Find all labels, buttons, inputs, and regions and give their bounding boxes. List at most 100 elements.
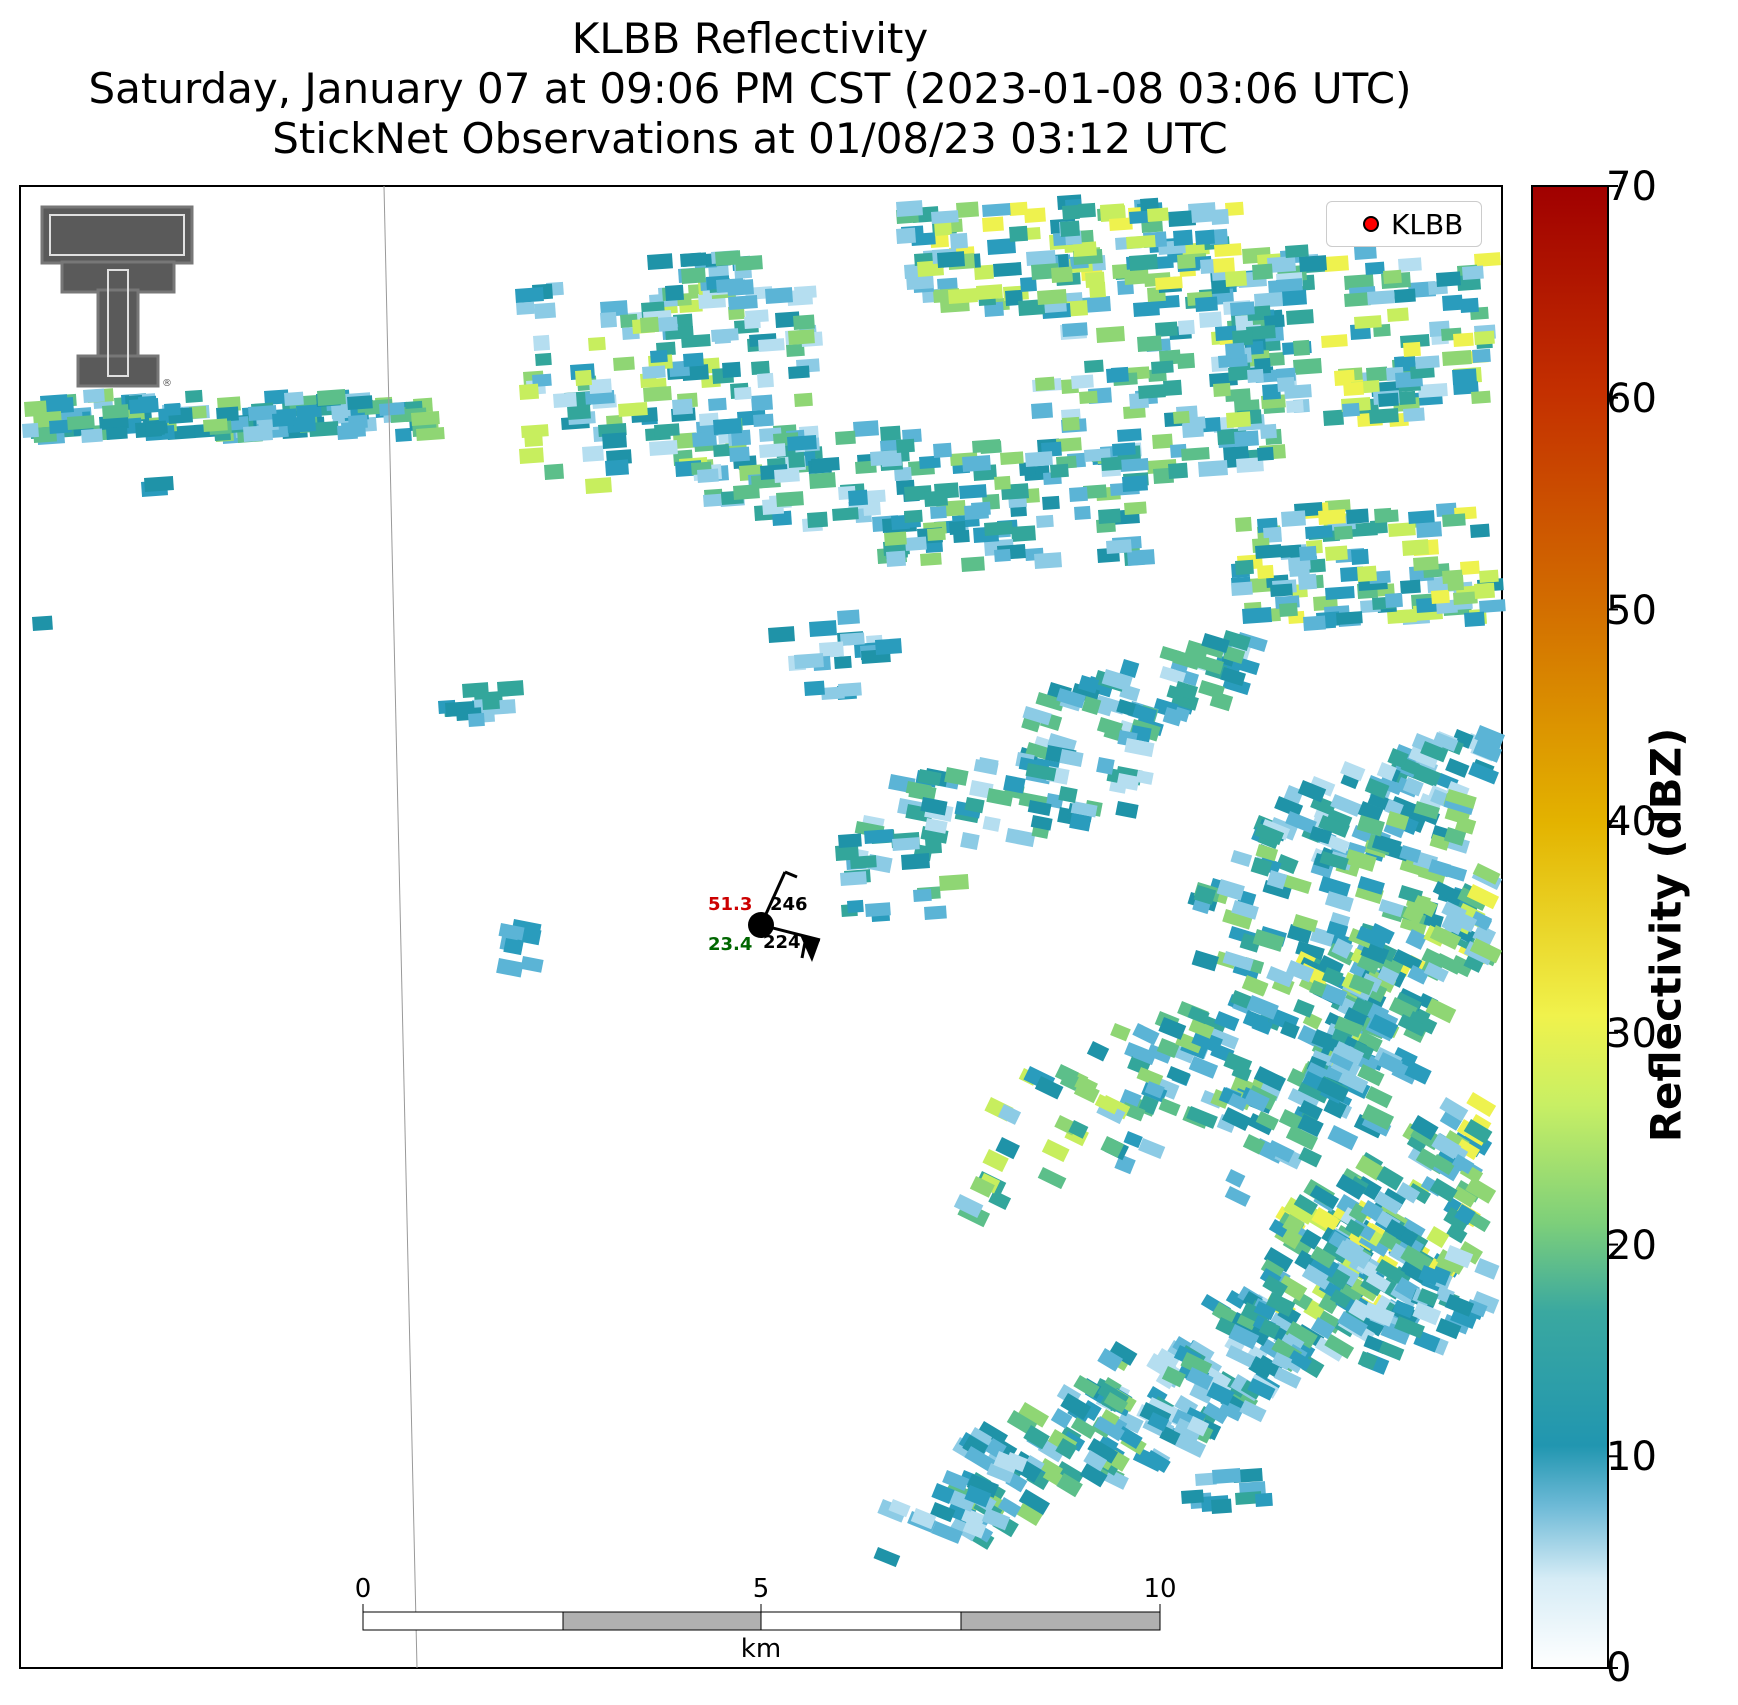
reflectivity-pixel bbox=[917, 768, 942, 786]
reflectivity-pixel bbox=[1055, 1438, 1078, 1460]
reflectivity-pixel bbox=[1285, 1125, 1319, 1151]
reflectivity-pixel bbox=[1195, 229, 1215, 245]
reflectivity-pixel bbox=[1344, 292, 1371, 307]
reflectivity-pixel bbox=[732, 484, 760, 500]
reflectivity-pixel bbox=[1255, 544, 1282, 559]
reflectivity-pixel bbox=[535, 352, 552, 366]
reflectivity-pixel bbox=[901, 853, 930, 870]
reflectivity-pixel bbox=[1385, 592, 1403, 608]
reflectivity-pixel bbox=[1439, 1097, 1469, 1122]
reflectivity-pixel bbox=[1331, 937, 1354, 959]
reflectivity-pixel bbox=[1337, 1311, 1369, 1337]
reflectivity-pixel bbox=[1151, 360, 1174, 374]
reflectivity-pixel bbox=[1369, 923, 1395, 945]
reflectivity-pixel bbox=[953, 529, 970, 543]
reflectivity-pixel bbox=[794, 285, 817, 299]
reflectivity-pixel bbox=[680, 252, 702, 267]
reflectivity-pixel bbox=[1343, 1006, 1369, 1028]
reflectivity-pixel bbox=[1479, 599, 1506, 613]
reflectivity-pixel bbox=[1414, 355, 1440, 369]
reflectivity-pixel bbox=[787, 434, 817, 451]
reflectivity-pixel bbox=[1124, 738, 1155, 758]
reflectivity-pixel bbox=[953, 1193, 984, 1218]
reflectivity-pixel bbox=[1208, 1028, 1239, 1050]
reflectivity-pixel bbox=[1086, 1041, 1110, 1062]
reflectivity-pixel bbox=[1096, 326, 1125, 343]
reflectivity-pixel bbox=[994, 475, 1011, 490]
reflectivity-pixel bbox=[1050, 463, 1069, 478]
reflectivity-pixel bbox=[1121, 475, 1148, 492]
reflectivity-pixel bbox=[1128, 210, 1149, 224]
reflectivity-pixel bbox=[1453, 591, 1478, 605]
reflectivity-pixel bbox=[896, 227, 917, 244]
reflectivity-pixel bbox=[1470, 523, 1490, 538]
reflectivity-pixel bbox=[1254, 291, 1284, 308]
reflectivity-pixel bbox=[1370, 519, 1388, 534]
reflectivity-pixel bbox=[1070, 800, 1098, 818]
reflectivity-pixel bbox=[1354, 315, 1382, 329]
reflectivity-pixel bbox=[1154, 276, 1183, 290]
reflectivity-pixel bbox=[468, 712, 485, 727]
reflectivity-pixel bbox=[933, 442, 952, 458]
reflectivity-pixel bbox=[1367, 290, 1395, 305]
reflectivity-pixel bbox=[1454, 1204, 1476, 1226]
reflectivity-pixel bbox=[977, 1420, 1009, 1446]
reflectivity-pixel bbox=[1115, 801, 1139, 819]
reflectivity-pixel bbox=[1430, 1154, 1456, 1176]
reflectivity-pixel bbox=[1103, 725, 1123, 742]
reflectivity-pixel bbox=[602, 432, 627, 449]
reflectivity-pixel bbox=[520, 956, 544, 973]
reflectivity-pixel bbox=[1081, 695, 1102, 716]
reflectivity-pixel bbox=[1362, 1302, 1395, 1327]
reflectivity-pixel bbox=[1321, 966, 1344, 987]
reflectivity-pixel bbox=[1348, 1203, 1370, 1224]
reflectivity-pixel bbox=[793, 314, 815, 330]
reflectivity-pixel bbox=[144, 475, 174, 492]
reflectivity-pixel bbox=[1324, 891, 1354, 912]
colorbar-tick-50: 50 bbox=[1606, 588, 1657, 634]
reflectivity-pixel bbox=[1406, 1131, 1429, 1153]
reflectivity-pixel bbox=[1336, 611, 1363, 625]
reflectivity-pixel bbox=[1413, 801, 1440, 820]
reflectivity-pixel bbox=[1323, 255, 1349, 272]
reflectivity-pixel bbox=[1185, 1367, 1214, 1391]
reflectivity-pixel bbox=[1378, 392, 1399, 407]
reflectivity-pixel bbox=[1252, 929, 1285, 952]
reflectivity-pixel bbox=[939, 873, 969, 891]
reflectivity-pixel bbox=[1018, 1402, 1050, 1428]
reflectivity-pixel bbox=[1056, 688, 1086, 709]
colorbar-tick-40: 40 bbox=[1606, 799, 1657, 845]
reflectivity-pixel bbox=[1036, 514, 1054, 528]
scale-tick-0: 0 bbox=[354, 1574, 372, 1604]
reflectivity-pixel bbox=[1125, 234, 1156, 249]
reflectivity-pixel bbox=[995, 1137, 1020, 1160]
colorbar-tick-20: 20 bbox=[1606, 1223, 1657, 1269]
reflectivity-pixel bbox=[1242, 606, 1272, 624]
reflectivity-pixel bbox=[1079, 1463, 1108, 1488]
reflectivity-pixel bbox=[1374, 507, 1392, 523]
reflectivity-pixel bbox=[1224, 1185, 1251, 1207]
reflectivity-pixel bbox=[1228, 1324, 1260, 1350]
reflectivity-pixel bbox=[1429, 925, 1462, 950]
reflectivity-pixel bbox=[1188, 1019, 1215, 1039]
reflectivity-pixel bbox=[1069, 812, 1092, 832]
reflectivity-pixel bbox=[496, 958, 524, 978]
reflectivity-pixel bbox=[1173, 410, 1190, 424]
reflectivity-pixel bbox=[1070, 1417, 1097, 1440]
reflectivity-pixel bbox=[1242, 1010, 1270, 1032]
reflectivity-pixel bbox=[1087, 1438, 1119, 1464]
reflectivity-pixel bbox=[1243, 1089, 1270, 1113]
reflectivity-pixel bbox=[1447, 574, 1465, 591]
reflectivity-pixel bbox=[1283, 1197, 1316, 1225]
reflectivity-pixel bbox=[1138, 1138, 1166, 1160]
reflectivity-pixel bbox=[1276, 278, 1303, 292]
reflectivity-pixel bbox=[1453, 332, 1474, 347]
reflectivity-pixel bbox=[188, 405, 207, 419]
reflectivity-pixel bbox=[794, 392, 813, 407]
reflectivity-pixel bbox=[1213, 382, 1231, 397]
reflectivity-pixel bbox=[758, 338, 785, 352]
reflectivity-pixel bbox=[1334, 1016, 1364, 1038]
reflectivity-pixel bbox=[1298, 545, 1317, 561]
reflectivity-pixel bbox=[1174, 1433, 1207, 1458]
reflectivity-pixel bbox=[1471, 390, 1491, 404]
